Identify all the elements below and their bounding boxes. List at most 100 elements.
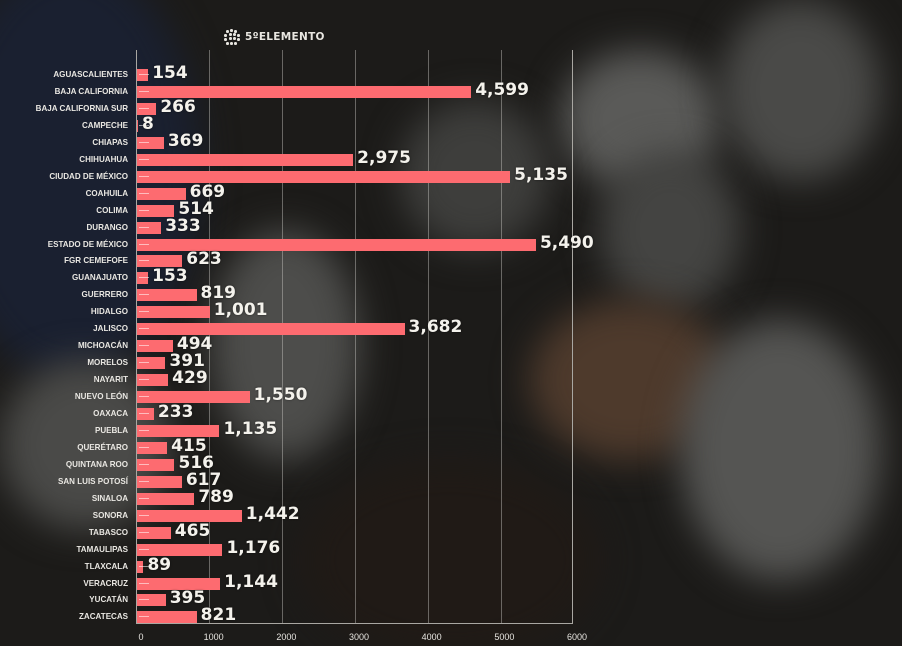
category-label: PUEBLA <box>94 424 129 435</box>
value-label: 89 <box>147 554 172 575</box>
value-label: 154 <box>152 63 188 83</box>
value-label: 1,442 <box>245 503 300 524</box>
category-label: YUCATÁN <box>89 594 129 605</box>
category-label: CHIAPAS <box>92 136 129 147</box>
category-label: COAHUILA <box>85 187 129 198</box>
bar-row: QUINTANA ROO 516 <box>0 452 760 473</box>
bar <box>137 611 197 624</box>
category-label: FGR CEMEFOFE <box>64 255 129 266</box>
value-label: 821 <box>200 605 237 626</box>
dot-grid-logo-icon <box>224 29 240 45</box>
value-label: 4,599 <box>475 79 529 100</box>
value-label: 516 <box>178 452 214 473</box>
category-label: MICHOACÁN <box>77 340 129 351</box>
category-label: NAYARIT <box>93 374 129 385</box>
category-label: MORELOS <box>87 357 129 368</box>
gridline <box>282 50 283 623</box>
bar <box>137 543 223 556</box>
category-label: NUEVO LEÓN <box>74 391 129 402</box>
bar-row: DURANGO 333 <box>0 215 760 236</box>
value-label: 514 <box>178 198 214 219</box>
bar-row: MICHOACÁN 494 <box>0 334 760 354</box>
bar <box>137 119 149 132</box>
bar-row: COAHUILA 669 <box>0 182 760 202</box>
category-label: CAMPECHE <box>81 119 129 130</box>
category-label: TLAXCALA <box>84 560 129 571</box>
category-label: GUERRERO <box>81 289 129 300</box>
bar <box>137 272 150 285</box>
bar <box>137 408 154 420</box>
bar <box>137 69 150 81</box>
x-tick-label: 4000 <box>421 632 442 642</box>
category-label: ESTADO DE MÉXICO <box>47 238 129 249</box>
category-label: ZACATECAS <box>79 611 129 622</box>
category-label: BAJA CALIFORNIA SUR <box>35 102 129 113</box>
bar-row: JALISCO 3,682 <box>0 317 760 337</box>
bar-row: TAMAULIPAS 1,176 <box>0 537 760 558</box>
value-label: 2,975 <box>357 147 411 168</box>
value-label: 1,176 <box>226 537 281 558</box>
value-label: 623 <box>186 249 222 270</box>
value-label: 819 <box>200 283 237 304</box>
category-label: TABASCO <box>88 526 129 537</box>
category-label: TAMAULIPAS <box>76 543 129 554</box>
value-label: 465 <box>174 520 211 541</box>
bar-row: VERACRUZ 1,144 <box>0 572 760 592</box>
x-tick-label: 1000 <box>203 632 224 642</box>
value-label: 233 <box>157 402 194 422</box>
bar-row: HIDALGO 1,001 <box>0 300 760 321</box>
bar-row: CIUDAD DE MÉXICO 5,135 <box>0 164 760 185</box>
bar-row: GUANAJUATO 153 <box>0 266 760 286</box>
bar <box>137 560 150 573</box>
value-label: 369 <box>167 130 204 151</box>
category-label: DURANGO <box>86 221 129 232</box>
bar <box>137 577 221 590</box>
bar <box>137 153 354 166</box>
value-label: 5,135 <box>514 164 568 185</box>
bar <box>137 357 166 370</box>
bar-row: CHIAPAS 369 <box>0 130 760 151</box>
x-tick-label: 5000 <box>494 632 515 642</box>
value-label: 789 <box>198 486 234 507</box>
bar <box>137 458 175 471</box>
bar <box>137 170 511 183</box>
category-label: SONORA <box>92 509 129 520</box>
bar <box>137 424 220 437</box>
bar-row: CHIHUAHUA 2,975 <box>0 147 760 168</box>
bar-row: NAYARIT 429 <box>0 368 760 388</box>
bar <box>137 492 195 505</box>
bar-row: TLAXCALA 89 <box>0 554 760 575</box>
x-tick-label: 2000 <box>276 632 297 642</box>
bar-row: AGUASCALIENTES 154 <box>0 63 760 83</box>
bar <box>137 594 166 607</box>
bar-row: OAXACA 233 <box>0 402 760 422</box>
value-label: 8 <box>142 113 154 134</box>
value-label: 617 <box>185 469 222 490</box>
value-label: 395 <box>169 588 206 609</box>
gridline <box>428 50 429 623</box>
bar-row: QUERÉTARO 415 <box>0 436 760 456</box>
category-label: SINALOA <box>91 492 129 503</box>
category-label: GUANAJUATO <box>72 272 129 283</box>
brand-name: 5ºELEMENTO <box>245 31 325 43</box>
bar-row: YUCATÁN 395 <box>0 588 760 609</box>
category-label: COLIMA <box>96 204 129 215</box>
category-label: JALISCO <box>93 323 129 334</box>
value-label: 1,135 <box>223 418 278 439</box>
bar-row: ZACATECAS 821 <box>0 605 760 626</box>
bar <box>137 340 173 353</box>
bar <box>137 102 157 115</box>
value-label: 1,001 <box>213 300 268 321</box>
value-label: 266 <box>160 96 196 117</box>
category-label: AGUASCALIENTES <box>53 69 129 79</box>
bar-row: SONORA 1,442 <box>0 503 760 524</box>
x-tick-label: 3000 <box>348 632 370 642</box>
bar <box>137 289 197 302</box>
category-label: BAJA CALIFORNIA <box>54 85 129 96</box>
bar <box>137 475 182 488</box>
value-label: 333 <box>165 215 201 236</box>
bar <box>137 255 183 268</box>
gridline <box>501 50 502 623</box>
bar <box>137 526 171 539</box>
x-tick-label: 6000 <box>566 632 588 642</box>
